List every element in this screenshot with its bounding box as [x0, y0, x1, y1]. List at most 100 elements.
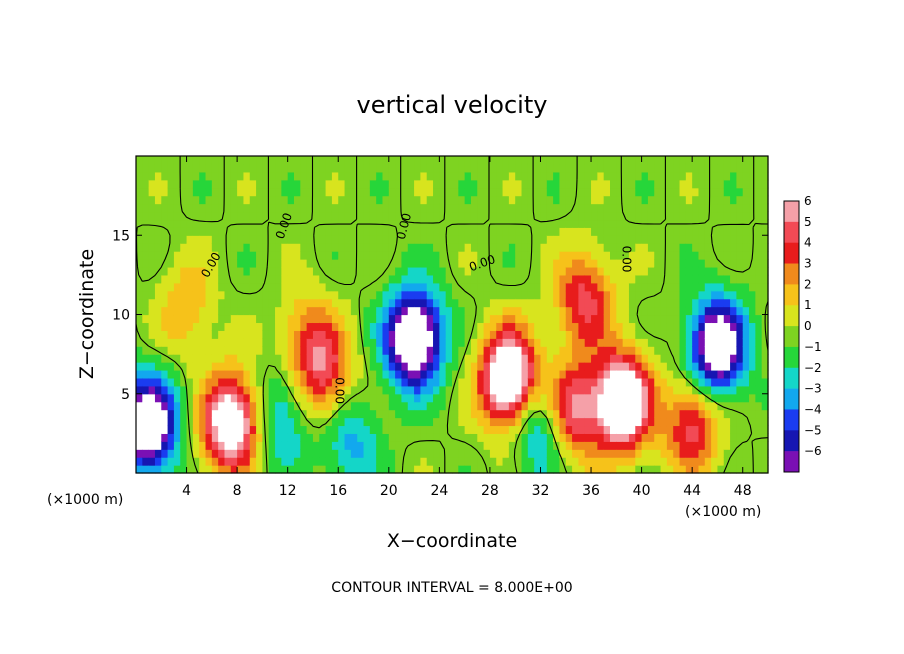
field-cell [350, 171, 358, 181]
field-cell [591, 227, 598, 236]
field-cell [452, 266, 459, 276]
field-cell [306, 259, 314, 268]
field-cell [723, 377, 731, 387]
field-cell [312, 338, 320, 347]
field-cell [452, 298, 459, 308]
field-cell [502, 322, 510, 331]
field-cell [426, 195, 434, 205]
field-cell [401, 385, 409, 395]
field-cell [559, 266, 567, 276]
field-cell [458, 346, 466, 355]
field-cell [597, 354, 605, 363]
field-cell [496, 433, 504, 442]
field-cell [306, 385, 314, 395]
field-cell [723, 156, 731, 165]
field-cell [161, 179, 169, 189]
field-cell [275, 156, 282, 165]
field-cell [357, 251, 365, 260]
field-cell [243, 393, 251, 403]
field-cell [464, 163, 472, 173]
field-cell [420, 393, 428, 403]
field-cell [698, 235, 706, 244]
field-cell [186, 449, 194, 458]
field-cell [325, 259, 333, 268]
field-cell [199, 156, 207, 165]
field-cell [161, 314, 169, 324]
field-cell [180, 274, 188, 284]
field-cell [167, 425, 175, 434]
field-cell [414, 385, 421, 395]
field-cell [388, 179, 396, 189]
field-cell [268, 314, 276, 324]
field-cell [565, 163, 573, 173]
field-cell [470, 457, 478, 466]
field-cell [755, 457, 763, 466]
field-cell [622, 338, 630, 347]
field-cell [319, 354, 327, 363]
field-cell [470, 401, 478, 411]
field-cell [654, 385, 662, 395]
field-cell [458, 163, 466, 173]
field-cell [173, 369, 181, 379]
field-cell [350, 195, 358, 205]
field-cell [300, 266, 308, 276]
field-cell [597, 203, 605, 213]
field-cell [218, 195, 226, 205]
field-cell [742, 322, 750, 331]
field-cell [603, 290, 611, 300]
field-cell [666, 314, 674, 324]
field-cell [401, 322, 409, 331]
field-cell [628, 195, 636, 205]
field-cell [357, 306, 365, 316]
field-cell [679, 425, 687, 434]
colorbar-swatch [784, 451, 799, 473]
field-cell [660, 393, 668, 403]
field-cell [414, 338, 421, 347]
field-cell [711, 290, 719, 300]
field-cell [142, 377, 150, 387]
field-cell [294, 338, 301, 347]
field-cell [325, 298, 333, 308]
field-cell [597, 465, 605, 474]
field-cell [154, 330, 162, 339]
field-cell [534, 266, 542, 276]
field-cell [268, 393, 276, 403]
field-cell [730, 314, 737, 324]
field-cell [167, 457, 175, 466]
field-cell [572, 266, 579, 276]
field-cell [477, 449, 485, 458]
field-cell [249, 163, 257, 173]
field-cell [262, 346, 270, 355]
field-cell [407, 171, 415, 181]
field-cell [755, 465, 763, 474]
field-cell [584, 433, 592, 442]
field-cell [199, 219, 207, 228]
field-cell [692, 298, 700, 308]
field-cell [584, 266, 592, 276]
field-cell [761, 163, 769, 173]
field-cell [268, 290, 276, 300]
field-cell [395, 385, 403, 395]
field-cell [186, 219, 194, 228]
field-cell [382, 251, 390, 260]
field-cell [312, 457, 320, 466]
field-cell [350, 163, 358, 173]
field-cell [420, 306, 428, 316]
field-cell [192, 274, 200, 284]
field-cell [559, 274, 567, 284]
field-cell [414, 195, 421, 205]
field-cell [730, 377, 737, 387]
field-cell [647, 290, 655, 300]
field-cell [287, 195, 295, 205]
field-cell [660, 457, 668, 466]
field-cell [647, 211, 655, 221]
field-cell [578, 163, 586, 173]
field-cell [673, 259, 681, 268]
field-cell [723, 441, 731, 450]
field-cell [439, 171, 447, 181]
field-cell [154, 425, 162, 434]
field-cell [458, 195, 466, 205]
field-cell [597, 219, 605, 228]
field-cell [553, 211, 561, 221]
field-cell [477, 211, 485, 221]
